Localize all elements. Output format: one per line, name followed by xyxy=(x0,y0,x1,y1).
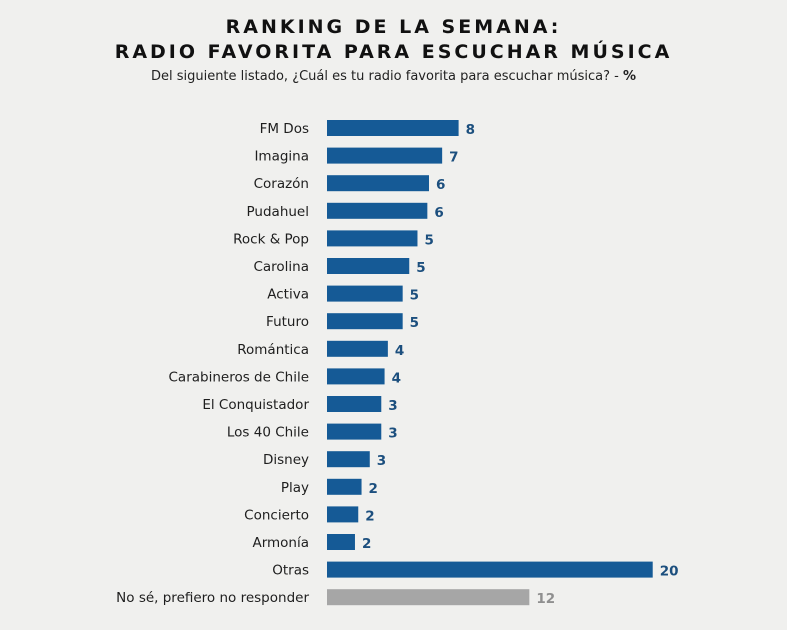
value-label: 8 xyxy=(466,122,475,138)
chart-subtitle: Del siguiente listado, ¿Cuál es tu radio… xyxy=(0,69,787,84)
category-label: Concierto xyxy=(244,507,309,523)
bar xyxy=(327,230,418,247)
value-label: 5 xyxy=(410,315,419,331)
bar xyxy=(327,506,359,523)
bar xyxy=(327,258,410,274)
value-label: 5 xyxy=(410,288,419,304)
value-label: 2 xyxy=(365,508,374,524)
category-label: FM Dos xyxy=(260,121,309,137)
value-label: 3 xyxy=(377,453,386,469)
bar xyxy=(327,147,443,164)
category-label: Armonía xyxy=(252,535,309,551)
bar xyxy=(327,368,385,385)
value-label: 7 xyxy=(449,150,458,166)
category-label: Futuro xyxy=(266,314,309,330)
bar xyxy=(327,451,370,468)
chart-title-line-1: RANKING DE LA SEMANA: xyxy=(225,16,562,38)
value-label: 6 xyxy=(434,205,443,221)
value-label: 3 xyxy=(388,426,397,442)
bar xyxy=(327,561,653,578)
category-label: Disney xyxy=(263,452,309,468)
category-label: Rock & Pop xyxy=(233,231,309,247)
value-label: 4 xyxy=(395,343,404,359)
value-label: 3 xyxy=(388,398,397,414)
bar xyxy=(327,202,428,219)
value-label: 4 xyxy=(392,370,401,386)
category-label: No sé, prefiero no responder xyxy=(116,590,309,606)
subtitle-unit: % xyxy=(623,69,637,84)
value-label: 12 xyxy=(536,591,555,607)
subtitle-question: Del siguiente listado, ¿Cuál es tu radio… xyxy=(150,69,619,84)
bar xyxy=(327,313,403,330)
bar xyxy=(327,534,355,550)
category-label: Corazón xyxy=(254,176,309,192)
bar xyxy=(327,423,382,440)
category-label: Activa xyxy=(267,287,309,303)
value-label: 5 xyxy=(424,232,433,248)
value-label: 5 xyxy=(416,260,425,276)
bar xyxy=(327,285,403,302)
category-label: Los 40 Chile xyxy=(227,425,309,441)
value-label: 2 xyxy=(362,536,371,552)
category-label: Play xyxy=(281,480,309,496)
bar xyxy=(327,340,388,357)
value-label: 6 xyxy=(436,177,445,193)
bar xyxy=(327,120,459,136)
value-label: 2 xyxy=(369,481,378,497)
bar xyxy=(327,175,429,192)
bar xyxy=(327,589,530,606)
category-label: El Conquistador xyxy=(202,397,309,413)
category-label: Romántica xyxy=(237,342,309,358)
category-label: Otras xyxy=(272,563,309,579)
category-label: Carolina xyxy=(253,259,309,275)
category-label: Pudahuel xyxy=(247,204,309,220)
bar xyxy=(327,478,362,495)
category-label: Carabineros de Chile xyxy=(169,369,310,385)
category-label: Imagina xyxy=(254,149,309,165)
value-label: 20 xyxy=(660,564,679,580)
chart-title-line-2: RADIO FAVORITA PARA ESCUCHAR MÚSICA xyxy=(114,41,673,63)
bar xyxy=(327,396,382,412)
